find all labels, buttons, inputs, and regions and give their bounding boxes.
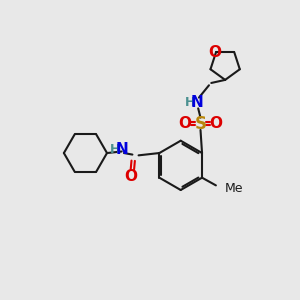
Text: H: H	[110, 143, 121, 156]
Text: N: N	[115, 142, 128, 157]
Text: S: S	[194, 115, 206, 133]
Text: O: O	[178, 116, 192, 131]
Text: H: H	[185, 96, 196, 109]
Text: O: O	[208, 44, 221, 59]
Text: O: O	[209, 116, 222, 131]
Text: N: N	[190, 95, 203, 110]
Text: Me: Me	[225, 182, 244, 195]
Text: O: O	[124, 169, 137, 184]
